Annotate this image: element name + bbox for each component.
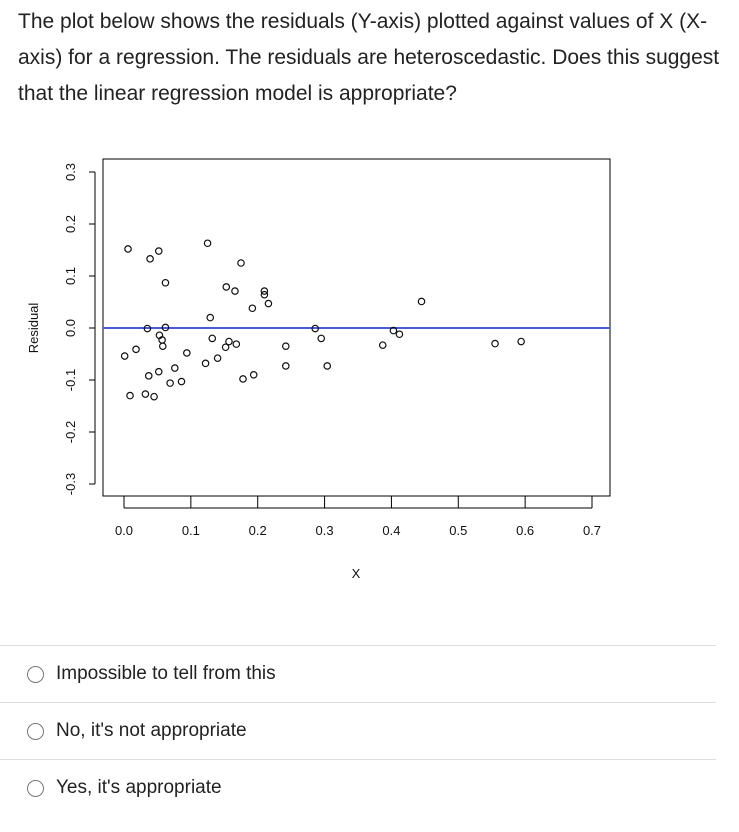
data-point xyxy=(213,354,222,362)
option-appropriate[interactable]: Yes, it's appropriate xyxy=(0,759,716,816)
data-point xyxy=(144,372,153,380)
data-point xyxy=(203,239,212,248)
data-point xyxy=(317,334,326,343)
data-point xyxy=(206,313,215,322)
radio-button[interactable] xyxy=(27,779,44,797)
y-tick-label: -0.3 xyxy=(63,473,78,495)
data-point xyxy=(417,297,426,306)
y-tick-label: 0.3 xyxy=(63,163,78,181)
data-point xyxy=(239,375,247,383)
option-impossible-to-tell[interactable]: Impossible to tell from this xyxy=(0,645,716,702)
data-point xyxy=(311,324,320,333)
data-point xyxy=(124,245,132,253)
data-point xyxy=(177,377,186,386)
data-point xyxy=(143,324,152,333)
data-point xyxy=(281,362,290,370)
question-text: The plot below shows the residuals (Y-ax… xyxy=(18,10,720,105)
data-point xyxy=(161,323,170,332)
data-point xyxy=(171,364,179,372)
y-tick-label: 0.0 xyxy=(63,319,78,337)
radio-button[interactable] xyxy=(27,722,44,740)
data-point xyxy=(158,342,167,351)
data-point xyxy=(141,390,150,398)
x-tick-label: 0.5 xyxy=(449,523,467,538)
data-point xyxy=(208,334,217,343)
x-tick-label: 0.0 xyxy=(115,523,133,538)
data-point xyxy=(201,359,210,368)
data-point xyxy=(126,391,134,400)
data-point xyxy=(232,340,241,348)
x-tick-label: 0.2 xyxy=(249,523,267,538)
x-tick-label: 0.1 xyxy=(182,523,200,538)
data-point xyxy=(395,330,404,339)
data-point xyxy=(389,326,398,335)
data-point xyxy=(161,278,170,287)
data-point xyxy=(222,283,231,291)
data-point xyxy=(323,362,332,370)
data-point xyxy=(154,247,163,255)
data-point xyxy=(260,287,269,295)
y-tick-label: 0.2 xyxy=(63,215,78,233)
option-label: Impossible to tell from this xyxy=(56,663,276,684)
radio-button[interactable] xyxy=(27,665,44,683)
data-point xyxy=(150,392,158,401)
y-axis-label: Residual xyxy=(26,303,41,354)
data-point xyxy=(132,345,140,354)
y-tick-label: -0.1 xyxy=(63,369,78,391)
x-tick-label: 0.6 xyxy=(516,523,534,538)
data-point xyxy=(166,379,174,387)
data-point xyxy=(248,304,257,313)
y-tick-label: 0.1 xyxy=(63,267,78,285)
option-not-appropriate[interactable]: No, it's not appropriate xyxy=(0,702,716,759)
x-tick-label: 0.4 xyxy=(382,523,400,538)
x-axis: 0.0 0.1 0.2 0.3 0.4 0.5 0.6 0.7 xyxy=(115,496,601,538)
y-tick-label: -0.2 xyxy=(63,421,78,443)
data-point xyxy=(225,337,233,346)
data-point xyxy=(264,299,273,308)
data-point xyxy=(146,255,154,263)
data-point xyxy=(221,343,230,352)
data-points xyxy=(120,239,525,401)
data-point xyxy=(281,342,290,351)
option-label: No, it's not appropriate xyxy=(56,720,247,741)
data-point xyxy=(237,259,245,267)
data-point xyxy=(249,370,258,379)
data-point xyxy=(154,367,163,376)
data-point xyxy=(231,287,239,295)
data-point xyxy=(491,339,499,348)
option-label: Yes, it's appropriate xyxy=(56,777,222,798)
y-axis: -0.3 -0.2 -0.1 0.0 0.1 0.2 0.3 xyxy=(63,163,96,495)
data-point xyxy=(517,337,525,346)
data-point xyxy=(183,349,191,357)
x-axis-label: X xyxy=(352,566,361,581)
data-point xyxy=(260,290,269,299)
x-tick-label: 0.7 xyxy=(583,523,601,538)
x-tick-label: 0.3 xyxy=(316,523,334,538)
residual-plot: -0.3 -0.2 -0.1 0.0 0.1 0.2 0.3 0.0 0.1 0.2 0.3 0.4… xyxy=(26,158,611,581)
data-point xyxy=(378,341,387,349)
data-point xyxy=(120,352,129,360)
